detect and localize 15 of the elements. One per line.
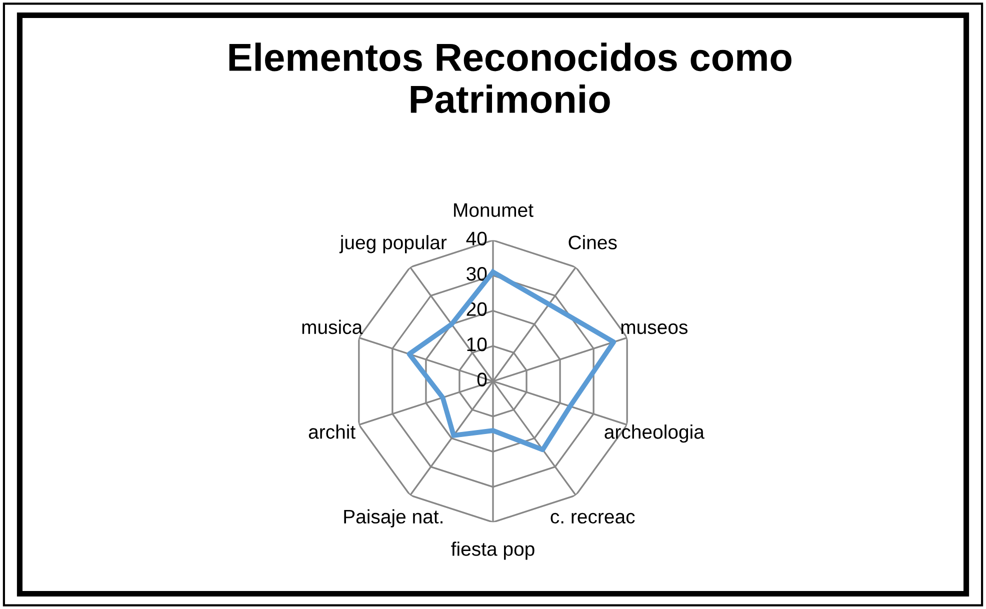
spoke-label: fiesta pop — [451, 542, 534, 560]
y-tick-label: 10 — [467, 337, 487, 352]
spoke-label: archit — [308, 424, 356, 439]
y-tick-label: 30 — [466, 266, 487, 281]
y-tick-label: 40 — [466, 232, 487, 246]
spoke-label: archeologia — [604, 424, 704, 443]
spoke-label: c. recreac — [550, 512, 635, 524]
spoke-label: jueg popular — [339, 235, 447, 254]
spoke-label: museos — [621, 323, 688, 334]
spoke-label: musica — [302, 320, 363, 334]
spoke-label: Monumet — [454, 203, 534, 217]
spoke-label: Paisaje nat. — [344, 509, 442, 528]
spoke-label: Cines — [568, 235, 617, 250]
y-tick-label: 0 — [477, 372, 487, 386]
chart-title: Elementos Reconocidos como Patrimonio — [229, 42, 792, 114]
